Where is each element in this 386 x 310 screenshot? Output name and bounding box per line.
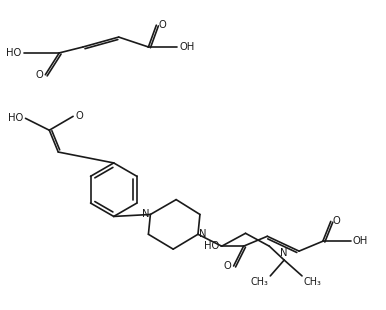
- Text: HO: HO: [6, 48, 22, 58]
- Text: N: N: [280, 248, 288, 258]
- Text: N: N: [199, 229, 207, 239]
- Text: CH₃: CH₃: [251, 277, 268, 287]
- Text: HO: HO: [8, 113, 24, 123]
- Text: CH₃: CH₃: [304, 277, 322, 287]
- Text: OH: OH: [179, 42, 195, 52]
- Text: N: N: [142, 210, 149, 219]
- Text: O: O: [333, 216, 340, 226]
- Text: O: O: [36, 70, 43, 80]
- Text: O: O: [75, 111, 83, 121]
- Text: O: O: [158, 20, 166, 30]
- Text: OH: OH: [352, 236, 368, 246]
- Text: O: O: [224, 261, 232, 271]
- Text: HO: HO: [203, 241, 219, 251]
